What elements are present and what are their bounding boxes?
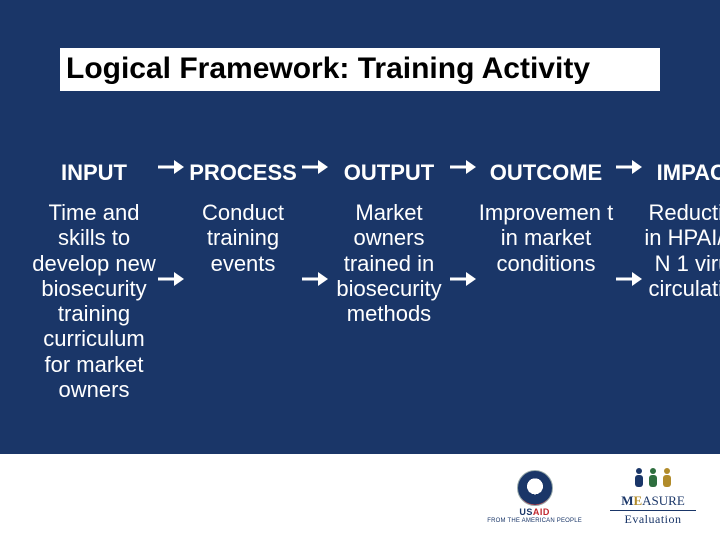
header-impact: IMPACT: [642, 160, 720, 185]
arrow-right-icon: [302, 272, 328, 286]
arrow-right-icon: [158, 272, 184, 286]
figure-icon: [647, 468, 659, 492]
arrow-right-icon: [302, 160, 328, 174]
body-input: Time and skills to develop new biosecuri…: [30, 200, 158, 402]
body-outcome: Improvemen t in market conditions: [476, 200, 616, 276]
framework-headers-row: INPUT PROCESS OUTPUT OUTCOME IMPACT: [30, 160, 690, 185]
usaid-aid: AID: [533, 507, 550, 517]
figure-icon: [661, 468, 673, 492]
arrow-right-icon: [450, 160, 476, 174]
arrow-right-icon: [158, 160, 184, 174]
usaid-tagline: FROM THE AMERICAN PEOPLE: [487, 518, 582, 525]
framework-body-row: Time and skills to develop new biosecuri…: [30, 200, 690, 402]
body-output: Market owners trained in biosecurity met…: [328, 200, 450, 326]
arrow-body-4: [616, 200, 642, 286]
measure-e: E: [633, 493, 642, 508]
body-impact: Reduction in HPAI/H5 N 1 virus circulati…: [642, 200, 720, 301]
usaid-seal-icon: [517, 470, 553, 506]
usaid-wordmark: USAID: [519, 508, 550, 518]
measure-divider: [610, 510, 696, 511]
usaid-logo: USAID FROM THE AMERICAN PEOPLE: [487, 470, 582, 524]
arrow-header-1: [158, 160, 184, 174]
arrow-body-3: [450, 200, 476, 286]
arrow-right-icon: [450, 272, 476, 286]
header-process: PROCESS: [184, 160, 302, 185]
footer-bar: USAID FROM THE AMERICAN PEOPLE MEASURE E…: [0, 454, 720, 540]
arrow-body-1: [158, 200, 184, 286]
measure-m: M: [621, 493, 633, 508]
arrow-right-icon: [616, 272, 642, 286]
arrow-header-4: [616, 160, 642, 174]
measure-wordmark: MEASURE: [621, 494, 685, 508]
arrow-header-2: [302, 160, 328, 174]
slide-title: Logical Framework: Training Activity: [60, 48, 660, 91]
arrow-right-icon: [616, 160, 642, 174]
header-output: OUTPUT: [328, 160, 450, 185]
header-input: INPUT: [30, 160, 158, 185]
header-outcome: OUTCOME: [476, 160, 616, 185]
body-process: Conduct training events: [184, 200, 302, 276]
arrow-body-2: [302, 200, 328, 286]
arrow-header-3: [450, 160, 476, 174]
figure-icon: [633, 468, 645, 492]
measure-logo: MEASURE Evaluation: [610, 468, 696, 526]
measure-figures-icon: [633, 468, 673, 492]
usaid-us: US: [519, 507, 533, 517]
measure-rest: ASURE: [642, 493, 685, 508]
measure-subtitle: Evaluation: [625, 513, 682, 526]
